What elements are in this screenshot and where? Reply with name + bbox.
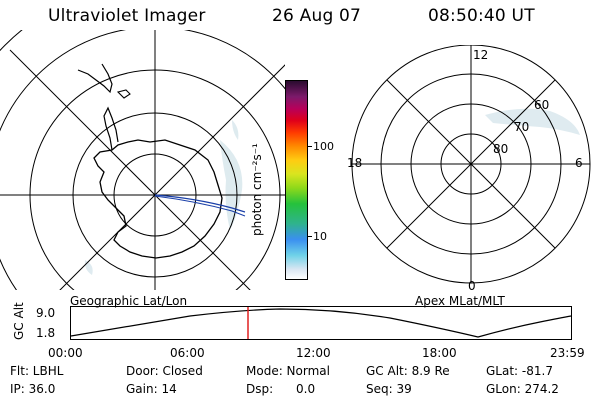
timeline-xtick-1800: 18:00 [422, 346, 457, 360]
ip-status: IP: 36.0 [10, 382, 56, 396]
altitude-trace [70, 308, 572, 338]
mlat-label-70: 70 [514, 120, 529, 134]
sequence-status: Seq: 39 [366, 382, 412, 396]
gc-altitude-status: GC Alt: 8.9 Re [366, 364, 450, 378]
colorbar-tick-mark [307, 236, 312, 237]
apex-polar-plot: 12 18 6 0 60 70 80 [347, 45, 591, 293]
antarctica-coastline [93, 139, 223, 259]
timeline-xtick-1200: 12:00 [296, 346, 331, 360]
colorbar-tick-100: 100 [313, 140, 334, 153]
timeline-xtick-0600: 06:00 [170, 346, 205, 360]
gain-status: Gain: 14 [126, 382, 177, 396]
mlt-label-18: 18 [347, 156, 362, 170]
colorbar-tick-mark [307, 146, 312, 147]
south-america-coastline [77, 63, 113, 94]
mlt-label-0: 0 [468, 279, 476, 293]
orbit-trace [154, 194, 246, 213]
geographic-plot-label: Geographic Lat/Lon [70, 294, 188, 308]
geographic-polar-plot [0, 30, 285, 290]
mode-status: Mode: Normal [246, 364, 330, 378]
header-time: 08:50:40 UT [428, 6, 535, 26]
mlt-label-12: 12 [473, 48, 488, 62]
colorbar-tick-10: 10 [313, 230, 327, 243]
apex-mlt-lines [352, 45, 590, 283]
orbit-trace-2 [154, 195, 246, 217]
apex-aurora-patches [485, 108, 580, 135]
mlt-label-6: 6 [575, 156, 583, 170]
apex-plot-label: Apex MLat/MLT [415, 294, 505, 308]
aurora-emission-patches [84, 120, 243, 275]
colorbar-unit-label: photon cm⁻²s⁻¹ [250, 143, 264, 236]
geo-latitude-status: GLat: -81.7 [486, 364, 553, 378]
dsp-status: Dsp: 0.0 [246, 382, 316, 396]
mlat-label-60: 60 [534, 98, 549, 112]
altitude-curve [70, 307, 572, 339]
header-date: 26 Aug 07 [272, 6, 362, 26]
door-status: Door: Closed [126, 364, 203, 378]
island-coastline [116, 89, 131, 99]
timeline-axis-title: GC Alt [12, 302, 26, 340]
timeline-ylabel-min: 1.8 [36, 326, 56, 340]
antarctic-peninsula [103, 106, 119, 151]
intensity-colorbar [285, 80, 308, 280]
timeline-xtick-2359: 23:59 [550, 346, 585, 360]
mlat-label-80: 80 [493, 142, 508, 156]
geo-longitude-status: GLon: 274.2 [486, 382, 559, 396]
timeline-xtick-0000: 00:00 [48, 346, 83, 360]
altitude-timeline [70, 306, 572, 340]
header-title: Ultraviolet Imager [48, 6, 206, 26]
timeline-ylabel-max: 9.0 [36, 306, 56, 320]
filter-status: Flt: LBHL [10, 364, 64, 378]
